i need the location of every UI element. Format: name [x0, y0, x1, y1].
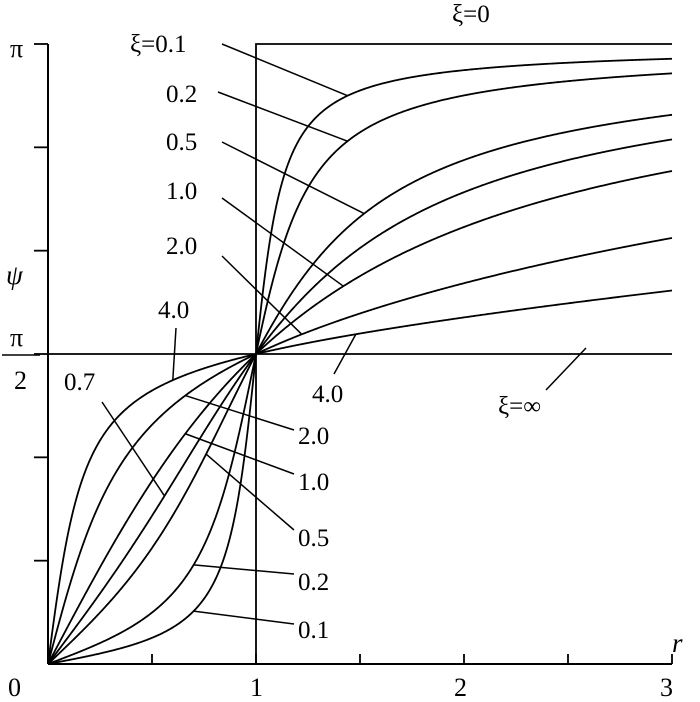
- leader-lower-0.7: [101, 401, 166, 497]
- leader-lower-0.5: [205, 453, 295, 531]
- curve-zeta-0: [255, 43, 672, 664]
- label-upper-zeta-0.1: ξ=0.1: [130, 31, 187, 58]
- label-zeta-0: ξ=0: [452, 1, 490, 28]
- x-tick-label-1: 1: [250, 673, 263, 702]
- leader-upper-4.0-left: [172, 327, 177, 381]
- curve-zeta-0_5: [47, 113, 673, 665]
- label-upper-0.5: 0.5: [166, 129, 197, 156]
- leader-zeta-infinity: [545, 347, 587, 391]
- leader-upper-4.0-right: [333, 333, 357, 375]
- y-axis-label: ψ: [6, 260, 24, 290]
- x-tick-label-0: 0: [8, 673, 21, 702]
- label-lower-0.2: 0.2: [298, 569, 329, 596]
- leader-lower-2.0: [185, 394, 295, 431]
- x-tick-label-2: 2: [454, 673, 467, 702]
- leader-upper-0.1: [221, 43, 348, 97]
- curve-zeta-1: [47, 170, 673, 665]
- leader-upper-1.0: [221, 197, 344, 287]
- label-lower-2.0: 2.0: [298, 423, 329, 450]
- label-lower-0.5: 0.5: [298, 525, 329, 552]
- curve-zeta-0_2: [47, 72, 673, 665]
- leader-upper-2.0: [221, 255, 303, 335]
- label-upper-4.0-right: 4.0: [312, 381, 343, 408]
- y-tick-label-pi-half-denominator: 2: [14, 366, 27, 395]
- y-tick-label-pi-half-numerator: π: [10, 323, 23, 352]
- ticks-group: [34, 43, 673, 664]
- label-lower-0.1: 0.1: [298, 617, 329, 644]
- x-axis-label: r: [672, 628, 683, 658]
- leader-lower-0.1: [193, 610, 295, 625]
- leader-upper-0.5: [221, 141, 365, 215]
- x-tick-label-3: 3: [660, 673, 673, 702]
- label-upper-1.0: 1.0: [166, 178, 197, 205]
- label-zeta-infinity: ξ=∞: [498, 393, 541, 420]
- leaders-group: [101, 43, 587, 625]
- label-upper-4.0-left: 4.0: [158, 297, 189, 324]
- label-lower-1.0: 1.0: [298, 469, 329, 496]
- leader-lower-0.2: [193, 564, 295, 575]
- leader-lower-1.0: [185, 433, 295, 475]
- y-tick-label-pi: π: [10, 34, 23, 63]
- curve-zeta-4: [47, 289, 673, 665]
- leader-upper-0.2: [217, 91, 348, 142]
- curves-group: [47, 43, 673, 665]
- curve-zeta-0_1: [47, 57, 673, 665]
- curve-zeta-2: [47, 237, 673, 665]
- label-upper-2.0: 2.0: [166, 233, 197, 260]
- curve-zeta-0_7: [47, 138, 673, 665]
- label-upper-0.2: 0.2: [166, 81, 197, 108]
- label-lower-0.7: 0.7: [64, 369, 95, 396]
